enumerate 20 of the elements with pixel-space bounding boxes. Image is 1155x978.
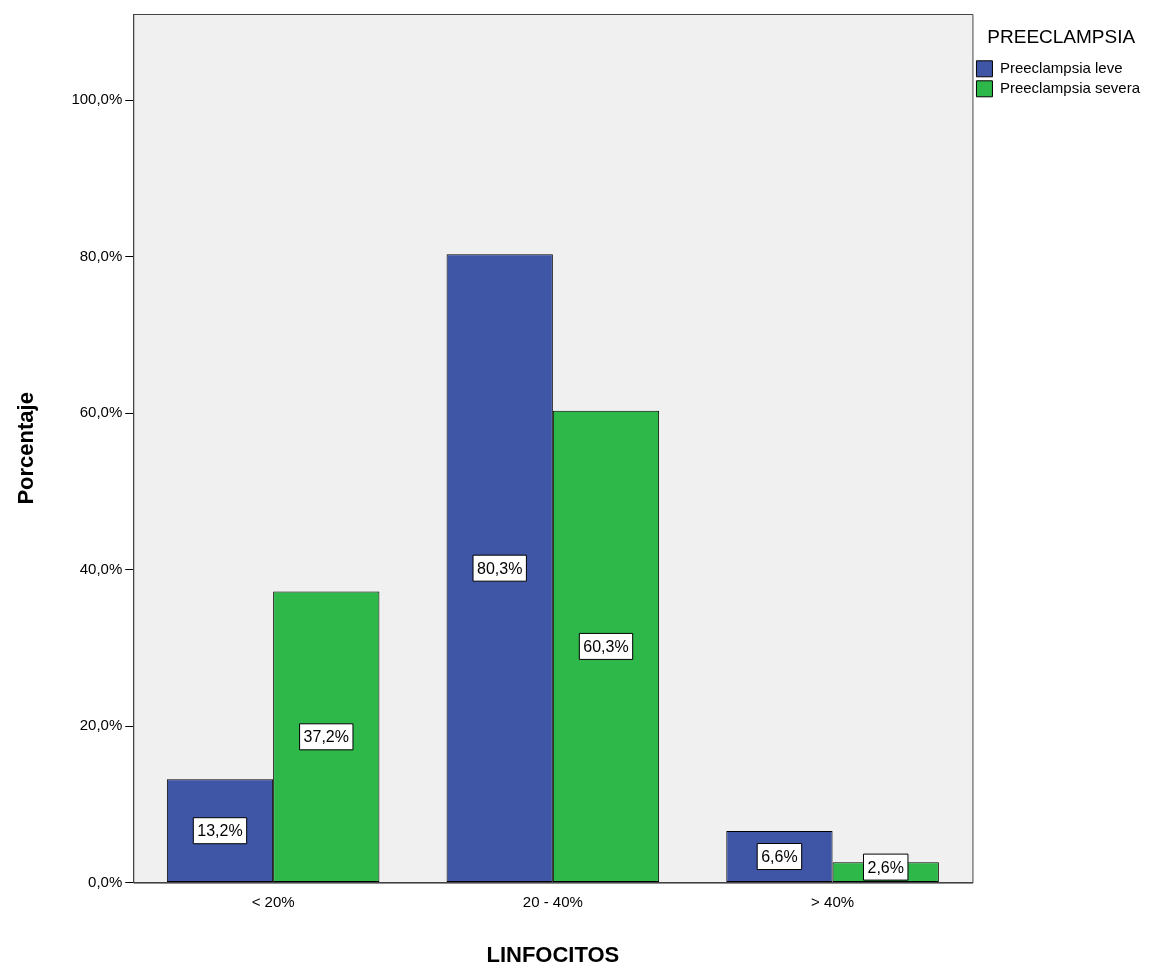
data-label: 80,3%: [477, 559, 523, 577]
y-tick-label: 20,0%: [79, 716, 123, 734]
data-label: 2,6%: [867, 858, 904, 876]
legend-label: Preeclampsia leve: [999, 58, 1123, 76]
data-label: 6,6%: [761, 847, 798, 865]
y-tick-label: 40,0%: [79, 559, 123, 577]
y-tick-label: 80,0%: [79, 246, 123, 264]
x-tick-label: 20 - 40%: [522, 892, 583, 910]
data-label: 37,2%: [303, 728, 349, 746]
data-label: 13,2%: [197, 822, 243, 840]
legend-label: Preeclampsia severa: [999, 78, 1141, 96]
y-tick-label: 0,0%: [88, 872, 123, 890]
data-label: 60,3%: [583, 637, 629, 655]
y-tick-label: 100,0%: [71, 90, 123, 108]
legend-title: PREECLAMPSIA: [987, 25, 1136, 47]
x-tick-label: > 40%: [811, 892, 855, 910]
x-tick-label: < 20%: [251, 892, 295, 910]
x-axis-title: LINFOCITOS: [486, 941, 620, 967]
y-tick-label: 60,0%: [79, 403, 123, 421]
y-axis-title: Porcentaje: [13, 392, 39, 505]
